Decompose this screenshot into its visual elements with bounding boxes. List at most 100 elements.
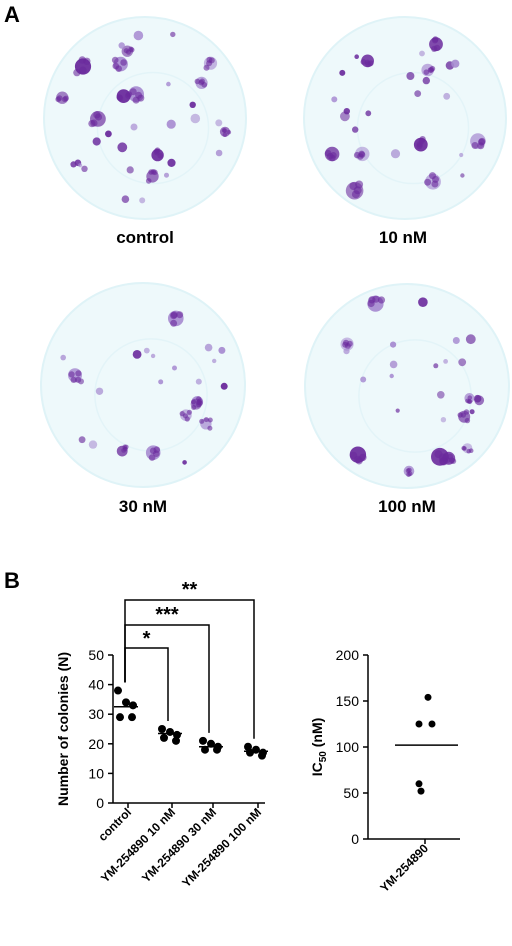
- colony: [215, 119, 223, 127]
- data-point: [415, 780, 423, 788]
- colony-cluster: [406, 467, 412, 473]
- y-tick-label: 50: [88, 647, 104, 663]
- y-tick-label: 200: [336, 647, 360, 663]
- colony-cluster: [186, 409, 192, 415]
- colony-cluster: [145, 178, 152, 184]
- colony-cluster: [360, 59, 367, 65]
- y-tick-label: 20: [88, 736, 104, 752]
- y-axis-title: Number of colonies (N): [55, 652, 71, 806]
- data-point: [116, 713, 124, 722]
- colony-cluster: [55, 96, 61, 103]
- colony-cluster: [438, 453, 447, 462]
- colony-cluster: [468, 448, 474, 454]
- colony: [458, 358, 467, 367]
- panel-b-letter: B: [4, 568, 20, 593]
- colony: [440, 417, 447, 423]
- y-axis-title-main: IC: [309, 762, 325, 776]
- data-point: [166, 727, 174, 736]
- colony-cluster: [367, 60, 374, 67]
- colony-cluster: [207, 417, 213, 423]
- colony-cluster: [199, 418, 205, 424]
- colony: [132, 350, 142, 359]
- colony-cluster: [94, 113, 103, 121]
- colony: [139, 197, 146, 204]
- colony: [389, 373, 394, 379]
- colony: [406, 72, 415, 80]
- colony: [331, 96, 338, 103]
- significance-bracket: [124, 624, 210, 733]
- colony: [130, 123, 138, 131]
- colony-cluster: [434, 44, 441, 52]
- colony: [452, 337, 460, 344]
- colony-cluster: [61, 96, 68, 103]
- colony: [204, 343, 213, 352]
- colony: [389, 360, 398, 369]
- colony: [172, 365, 177, 371]
- dish-plate: [40, 282, 246, 488]
- data-point: [129, 701, 137, 710]
- colony: [189, 101, 196, 109]
- colony: [422, 76, 430, 85]
- colony-cluster: [148, 169, 154, 175]
- colony: [433, 363, 439, 369]
- data-point: [114, 686, 122, 695]
- colony-cluster: [68, 371, 75, 378]
- colony-cluster: [75, 376, 82, 383]
- petri-dish-control: [43, 16, 247, 220]
- colony: [419, 50, 425, 57]
- colony-cluster: [123, 48, 129, 54]
- dish-plate: [303, 16, 507, 220]
- y-tick-label: 0: [351, 831, 359, 847]
- data-point: [160, 733, 168, 742]
- significance-bracket: [124, 599, 255, 739]
- colony: [88, 440, 98, 449]
- colony-cluster: [191, 405, 197, 410]
- petri-dish-30nm: [40, 282, 246, 488]
- colony: [354, 54, 360, 59]
- colony-cluster: [203, 417, 209, 423]
- colony: [92, 137, 101, 146]
- colony: [473, 394, 482, 403]
- colony: [78, 163, 83, 168]
- colony-cluster: [431, 180, 439, 188]
- colony: [220, 382, 228, 390]
- colony: [343, 348, 350, 355]
- colony-cluster: [132, 96, 140, 104]
- colony-cluster: [346, 340, 353, 347]
- colony: [443, 92, 451, 100]
- colony: [460, 173, 465, 178]
- colony-cluster: [423, 69, 430, 75]
- significance-label: ***: [155, 604, 179, 626]
- colony-cluster: [471, 142, 479, 149]
- colony: [459, 152, 464, 158]
- dish-label-control: control: [116, 228, 174, 247]
- colony-cluster: [349, 182, 358, 191]
- colony: [117, 142, 128, 153]
- significance-bracket: [124, 647, 169, 721]
- data-point: [207, 739, 215, 748]
- panel-a-letter: A: [4, 2, 20, 27]
- colony-cluster: [207, 425, 213, 431]
- colony-cluster: [222, 128, 228, 133]
- colony-cluster: [222, 132, 228, 137]
- y-tick-label: 150: [336, 693, 360, 709]
- colony-cluster: [429, 172, 436, 180]
- x-tick-label: YM-254890 10 nM: [98, 805, 178, 885]
- colony: [218, 346, 226, 354]
- colony: [166, 81, 171, 87]
- x-tick-label: YM-254890: [377, 841, 431, 895]
- data-point: [158, 725, 166, 733]
- colony-cluster: [367, 299, 375, 308]
- colony-cluster: [154, 149, 160, 156]
- colony: [81, 165, 88, 172]
- colony: [166, 119, 176, 129]
- colony-cluster: [73, 68, 81, 77]
- colony-cluster: [75, 370, 82, 377]
- colony-cluster: [427, 67, 434, 73]
- colony-cluster: [416, 143, 423, 150]
- data-point: [246, 748, 254, 757]
- colony: [451, 59, 460, 68]
- colony-cluster: [170, 319, 178, 327]
- colony-cluster: [326, 152, 334, 160]
- colony-cluster: [179, 411, 185, 417]
